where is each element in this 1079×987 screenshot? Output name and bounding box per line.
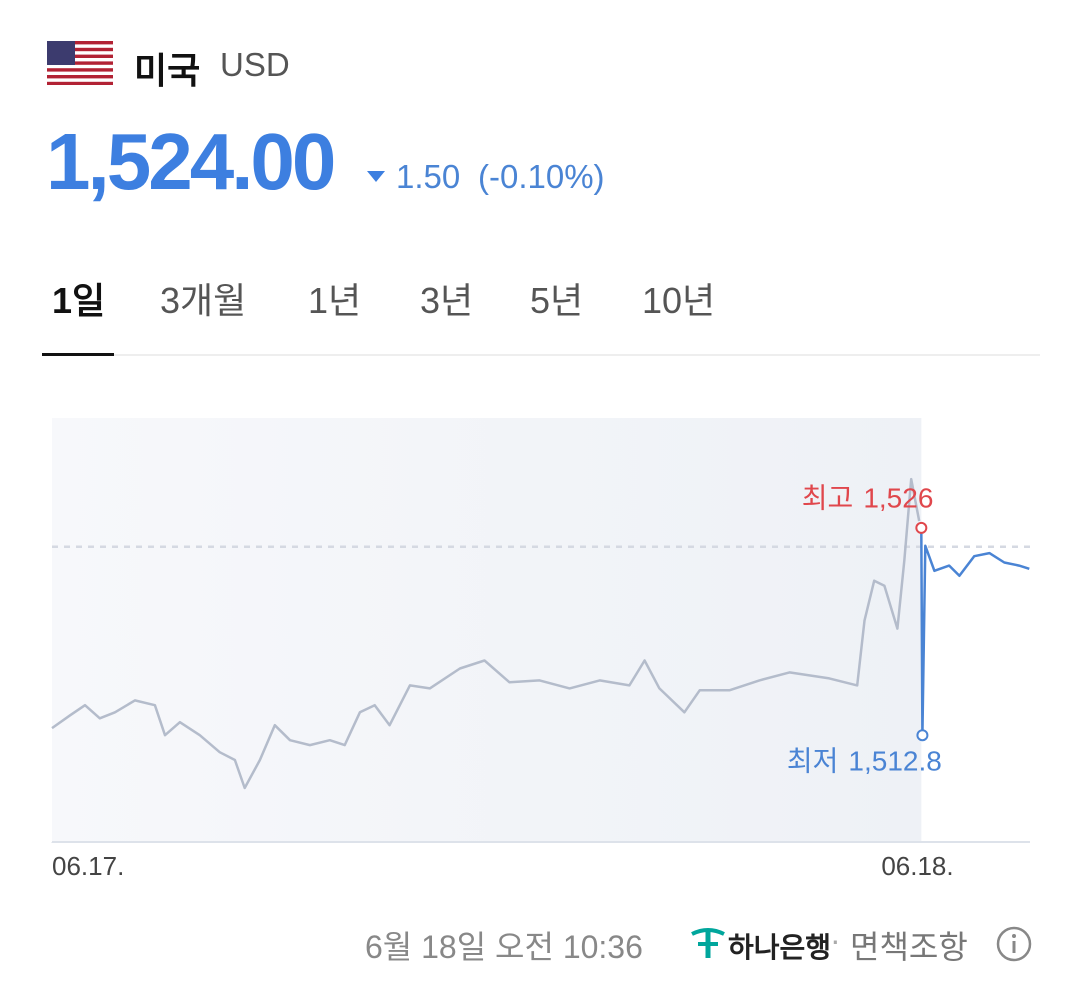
info-icon[interactable]: [995, 925, 1033, 963]
low-label: 최저: [787, 746, 839, 777]
high-value-label: 1,526: [863, 482, 933, 513]
tab[interactable]: 3개월: [160, 280, 247, 321]
tab-underline: [42, 353, 114, 356]
previous-day-background: [52, 418, 922, 842]
us-flag: [47, 41, 113, 85]
bank-logo: [691, 928, 725, 958]
currency: USD: [220, 46, 290, 83]
change-pct: (-0.10%): [478, 158, 605, 195]
disclaimer[interactable]: 면책조항: [850, 929, 968, 965]
low-value-label: 1,512.8: [848, 746, 941, 777]
chart: 06.17. 06.18. 최고 1,526 최저 1,512.8: [51, 418, 1030, 881]
line: [920, 527, 1030, 737]
price: 1,524.00: [46, 117, 336, 206]
x-tick-label: 06.17.: [52, 851, 124, 881]
tab[interactable]: 3년: [420, 280, 474, 321]
divider: [42, 354, 1040, 356]
x-tick-label: 06.18.: [881, 851, 953, 881]
high-marker: [915, 521, 928, 534]
tab[interactable]: 5년: [530, 280, 584, 321]
tab[interactable]: 1일: [52, 280, 106, 321]
timestamp: 6월 18일 오전 10:36: [365, 929, 643, 965]
country: 미국: [134, 50, 201, 91]
tab[interactable]: 1년: [308, 280, 362, 321]
low-marker: [916, 729, 929, 742]
high-label: 최고: [802, 482, 854, 513]
down-arrow: [367, 171, 385, 182]
line: [51, 477, 921, 790]
separator: ·: [830, 922, 841, 958]
tab[interactable]: 10년: [642, 280, 716, 321]
bank-name: 하나은행: [728, 932, 832, 963]
change: 1.50: [396, 158, 461, 195]
